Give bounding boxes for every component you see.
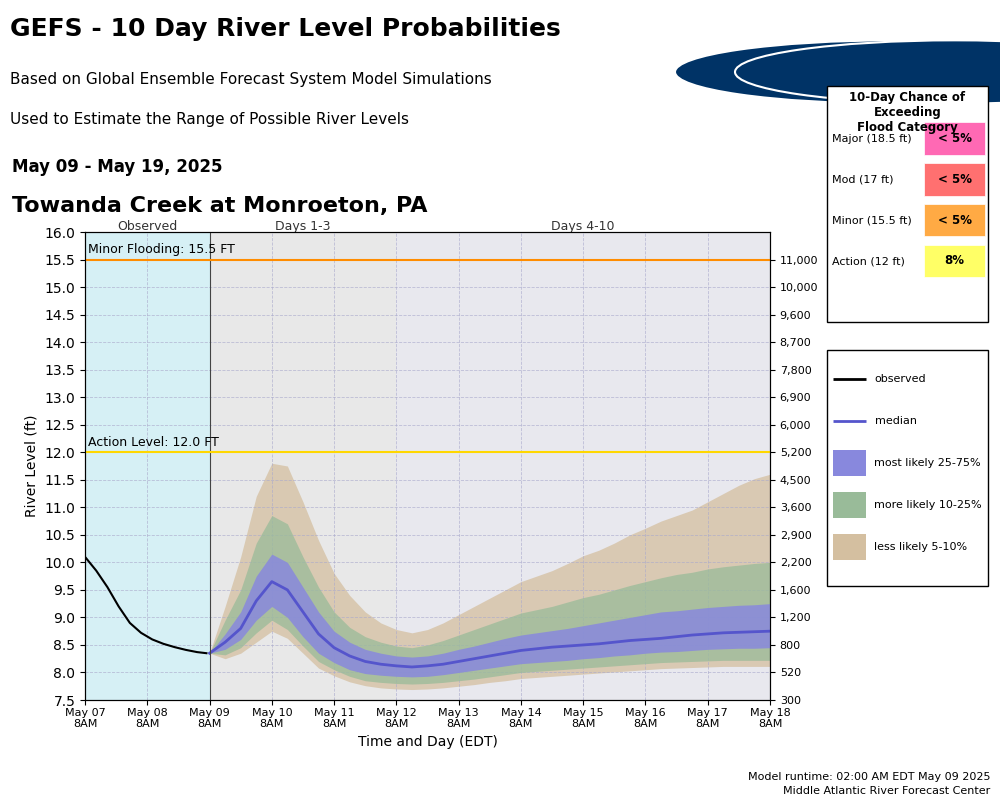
Text: Days 1-3: Days 1-3 <box>275 220 331 233</box>
Text: Major (18.5 ft): Major (18.5 ft) <box>832 134 911 144</box>
Text: Mod (17 ft): Mod (17 ft) <box>832 174 893 184</box>
Text: Minor (15.5 ft): Minor (15.5 ft) <box>832 215 911 226</box>
Text: Action Level: 12.0 FT: Action Level: 12.0 FT <box>88 436 219 449</box>
X-axis label: Time and Day (EDT): Time and Day (EDT) <box>358 734 497 749</box>
Text: Used to Estimate the Range of Possible River Levels: Used to Estimate the Range of Possible R… <box>10 112 409 127</box>
Text: Middle Atlantic River Forecast Center: Middle Atlantic River Forecast Center <box>783 786 990 795</box>
FancyBboxPatch shape <box>833 450 866 477</box>
FancyBboxPatch shape <box>827 350 988 586</box>
Text: Based on Global Ensemble Forecast System Model Simulations: Based on Global Ensemble Forecast System… <box>10 72 492 87</box>
FancyBboxPatch shape <box>924 245 985 278</box>
Text: most likely 25-75%: most likely 25-75% <box>874 458 981 468</box>
Text: Observed: Observed <box>117 220 177 233</box>
Text: Model runtime: 02:00 AM EDT May 09 2025: Model runtime: 02:00 AM EDT May 09 2025 <box>748 772 990 782</box>
Circle shape <box>735 40 1000 104</box>
FancyBboxPatch shape <box>924 122 985 154</box>
Text: median: median <box>874 416 916 426</box>
FancyBboxPatch shape <box>924 163 985 196</box>
Text: May 09 - May 19, 2025: May 09 - May 19, 2025 <box>12 158 223 176</box>
FancyBboxPatch shape <box>924 204 985 237</box>
Text: < 5%: < 5% <box>938 214 972 226</box>
Y-axis label: River Flow (cfs): River Flow (cfs) <box>825 413 839 519</box>
FancyBboxPatch shape <box>833 534 866 560</box>
Y-axis label: River Level (ft): River Level (ft) <box>25 414 39 518</box>
FancyBboxPatch shape <box>833 492 866 518</box>
Text: < 5%: < 5% <box>938 132 972 145</box>
Text: 8%: 8% <box>945 254 965 267</box>
Text: less likely 5-10%: less likely 5-10% <box>874 542 968 552</box>
Bar <box>85 232 210 700</box>
Text: Days 4-10: Days 4-10 <box>551 220 615 233</box>
Text: Towanda Creek at Monroeton, PA: Towanda Creek at Monroeton, PA <box>12 196 428 216</box>
Circle shape <box>675 40 1000 104</box>
Text: Action (12 ft): Action (12 ft) <box>832 256 904 266</box>
Bar <box>396 232 770 700</box>
Text: GEFS - 10 Day River Level Probabilities: GEFS - 10 Day River Level Probabilities <box>10 18 561 42</box>
FancyBboxPatch shape <box>827 86 988 322</box>
Text: more likely 10-25%: more likely 10-25% <box>874 500 982 510</box>
Text: Minor Flooding: 15.5 FT: Minor Flooding: 15.5 FT <box>88 243 235 256</box>
Text: observed: observed <box>874 374 926 384</box>
Text: 10-Day Chance of
Exceeding
Flood Category: 10-Day Chance of Exceeding Flood Categor… <box>849 91 966 134</box>
Text: < 5%: < 5% <box>938 173 972 186</box>
Bar <box>210 232 396 700</box>
